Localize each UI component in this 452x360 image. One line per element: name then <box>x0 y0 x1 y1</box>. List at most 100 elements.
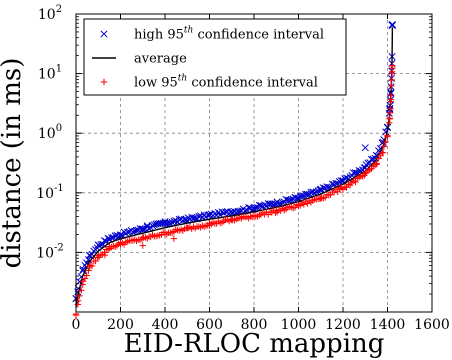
marker-stroke <box>195 212 203 220</box>
marker-stroke <box>277 200 285 208</box>
y-tick-base: 10 <box>36 186 54 202</box>
data-point <box>332 179 340 187</box>
data-point-outlier <box>139 242 146 249</box>
data-point-outlier <box>388 21 396 29</box>
axis-ticks: 0 200 400 600 800 1000 1200 1400 160010-210-1100… <box>36 4 450 333</box>
y-tick-label: 102 <box>38 4 62 23</box>
marker-stroke <box>79 265 87 273</box>
marker-stroke <box>229 208 237 217</box>
data-point <box>337 177 345 185</box>
data-point <box>334 188 341 195</box>
y-tick-label: 10-1 <box>36 183 64 202</box>
marker-stroke <box>116 231 125 239</box>
marker-stroke <box>100 237 109 245</box>
marker-stroke <box>118 231 126 240</box>
marker-stroke <box>296 192 304 200</box>
x-tick-label: 1600 <box>414 317 450 333</box>
data-point <box>387 105 394 112</box>
data-point <box>85 267 92 274</box>
marker-stroke <box>303 190 311 198</box>
legend-label-main: average <box>134 52 187 67</box>
y-tick-label: 10-2 <box>36 242 64 261</box>
marker-stroke <box>270 201 278 209</box>
data-point <box>191 214 199 222</box>
marker-stroke <box>310 189 319 197</box>
x-axis-title: EID-RLOC mapping <box>124 329 385 359</box>
data-point <box>373 161 381 168</box>
marker-stroke <box>323 183 331 191</box>
data-point <box>83 272 90 279</box>
legend-entry: low 95th confidence interval <box>100 74 318 91</box>
y-axis-title: distance (in ms) <box>0 58 27 269</box>
data-point <box>88 262 96 270</box>
legend-entry: average <box>92 52 187 67</box>
data-point <box>108 234 116 242</box>
marker-stroke <box>255 201 263 209</box>
legend-label-superscript: th <box>178 74 187 84</box>
plot-area <box>72 21 396 319</box>
x-tick-label: 600 <box>196 317 223 333</box>
data-point <box>129 228 137 236</box>
data-point <box>76 292 83 300</box>
marker-stroke <box>287 196 295 204</box>
y-tick-label: 100 <box>38 123 62 142</box>
data-point-outlier <box>101 251 109 259</box>
data-point <box>380 143 388 150</box>
legend-label-superscript: th <box>184 26 193 36</box>
y-tick-exponent: -1 <box>54 183 64 194</box>
data-point <box>352 178 359 186</box>
marker-stroke <box>307 188 315 196</box>
legend: high 95th confidence intervalaveragelow … <box>83 18 347 96</box>
marker-stroke <box>170 217 178 225</box>
marker-stroke <box>100 30 108 38</box>
marker-stroke <box>191 214 199 222</box>
data-point <box>388 82 395 90</box>
marker-stroke <box>111 232 119 240</box>
legend-label-rest: confidence interval <box>193 28 324 43</box>
x-tick-label: 1000 <box>281 317 317 333</box>
data-point <box>148 222 157 230</box>
data-point <box>382 138 389 146</box>
marker-stroke <box>108 234 116 242</box>
data-point <box>116 231 125 239</box>
marker-stroke <box>293 194 301 202</box>
marker-stroke <box>188 213 196 222</box>
marker-stroke <box>302 190 310 198</box>
marker-stroke <box>143 222 151 230</box>
marker-stroke <box>181 216 189 224</box>
y-tick-exponent: 0 <box>56 123 62 134</box>
marker-stroke <box>99 240 107 248</box>
legend-label: high 95th confidence interval <box>134 26 324 43</box>
marker-stroke <box>236 207 244 215</box>
marker-stroke <box>175 215 183 223</box>
marker-stroke <box>221 208 230 216</box>
marker-stroke <box>337 177 345 185</box>
marker-stroke <box>132 226 141 235</box>
x-tick-label: 400 <box>152 317 179 333</box>
y-tick-exponent: 2 <box>56 4 62 15</box>
x-tick-label: 200 <box>107 317 134 333</box>
average-line <box>75 27 394 308</box>
data-point <box>389 62 396 69</box>
marker-stroke <box>148 222 157 230</box>
data-point <box>252 204 260 212</box>
data-point <box>166 219 174 227</box>
legend-label-main: high 95 <box>134 28 184 43</box>
data-point <box>298 192 306 200</box>
y-tick-exponent: 1 <box>56 64 62 75</box>
data-point <box>78 287 85 294</box>
marker-stroke <box>309 188 317 196</box>
marker-stroke <box>166 219 174 227</box>
data-point <box>221 208 230 216</box>
y-tick-base: 10 <box>36 245 54 261</box>
data-point <box>124 228 132 236</box>
legend-marker <box>100 78 108 86</box>
x-tick-label: 0 <box>72 317 81 333</box>
legend-marker <box>100 30 108 38</box>
marker-stroke <box>388 21 396 29</box>
data-point <box>351 169 360 177</box>
marker-stroke <box>129 228 137 236</box>
y-tick-label: 101 <box>38 64 62 83</box>
marker-stroke <box>252 204 260 212</box>
data-point-outlier <box>143 222 151 230</box>
